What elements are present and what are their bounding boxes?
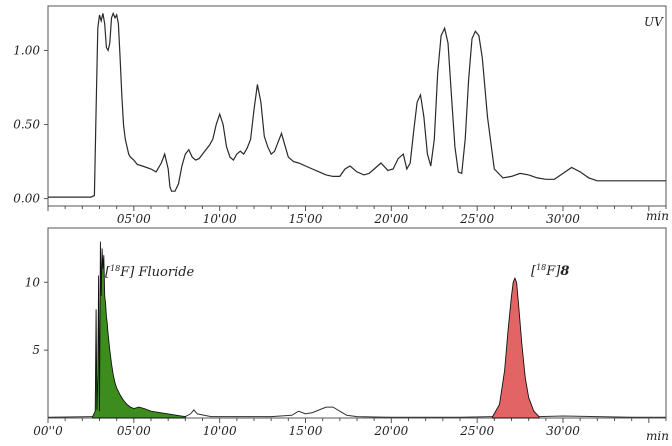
product-peak-area: [492, 277, 540, 419]
product-peak-label: [18F]8: [531, 263, 569, 279]
uv-x-tick-label: 20'00: [373, 212, 408, 226]
uv-panel-label: UV: [644, 15, 664, 29]
uv-axis-ticks: 05'00 10'00 15'00 20'00 25'00 30'00 0.00 0.50 1.…: [13, 43, 667, 226]
uv-trace-line: [48, 11, 666, 198]
radio-y-tick-label: 5: [32, 343, 40, 357]
fluoride-mass-number: 18: [110, 264, 120, 273]
radio-panel: 00''0 05'00 10'00 15'00 20'00 25'00 30'00 5 10 […: [25, 227, 669, 443]
uv-panel: 05'00 10'00 15'00 20'00 25'00 30'00 0.00 0.50 1.…: [13, 5, 669, 226]
radio-y-tick-label: 10: [25, 275, 41, 289]
uv-y-tick-label: 1.00: [13, 43, 40, 57]
radio-x-tick-label: 30'00: [546, 424, 580, 438]
fluoride-name: F] Fluoride: [119, 265, 194, 280]
radio-x-tick-label: 20'00: [373, 424, 408, 438]
fluoride-bracket: [: [105, 265, 111, 280]
uv-series: [48, 11, 666, 198]
radio-x-tick-label: 00''0: [33, 424, 63, 438]
radio-x-tick-label: 25'00: [459, 424, 494, 438]
uv-y-tick-label: 0.00: [13, 192, 40, 206]
fluoride-peak-area: [92, 241, 186, 419]
radio-x-tick-label: 05'00: [117, 424, 151, 438]
uv-y-tick-label: 0.50: [13, 118, 40, 132]
fluoride-peak-label: [18F] Fluoride: [105, 264, 195, 280]
uv-x-tick-label: 10'00: [203, 212, 237, 226]
uv-x-tick-label: 25'00: [459, 212, 494, 226]
radio-series: [47, 241, 666, 419]
radio-x-tick-label: 10'00: [203, 424, 237, 438]
uv-x-unit: min: [646, 209, 669, 223]
product-bracket: [: [531, 264, 537, 279]
uv-plot-frame: [47, 5, 667, 207]
uv-x-tick-label: 05'00: [117, 212, 151, 226]
uv-x-tick-label: 30'00: [546, 212, 580, 226]
radio-x-tick-label: 15'00: [289, 424, 323, 438]
product-name: F]: [545, 264, 561, 279]
product-number: 8: [560, 264, 569, 279]
radio-plot-frame: [47, 227, 667, 419]
radio-axis-ticks: 00''0 05'00 10'00 15'00 20'00 25'00 30'00 5 10: [25, 275, 667, 438]
product-mass-number: 18: [536, 263, 546, 272]
uv-x-tick-label: 15'00: [289, 212, 323, 226]
radio-x-unit: min: [646, 429, 669, 443]
